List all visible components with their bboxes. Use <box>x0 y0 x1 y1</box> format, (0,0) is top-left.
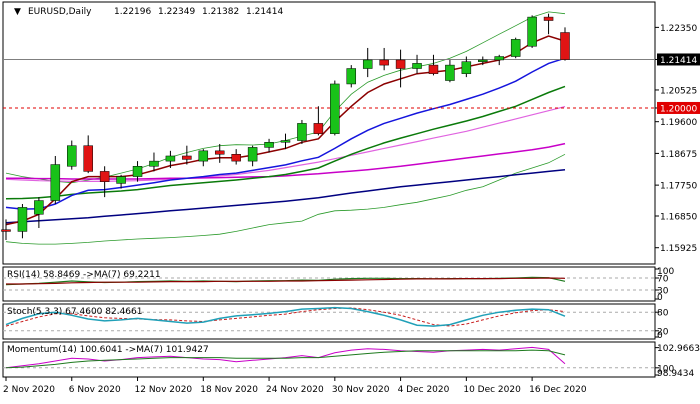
candle <box>347 65 356 87</box>
time-tick-label: 2 Nov 2020 <box>3 385 55 395</box>
price-tick-label: 1.21414 <box>660 56 697 66</box>
candle-body <box>511 39 520 56</box>
candle-body <box>34 201 43 215</box>
candle-body <box>166 156 175 161</box>
indicator-tick-label: 102.9663 <box>657 344 700 354</box>
candle-body <box>117 177 126 184</box>
candle-body <box>544 17 553 20</box>
indicator-tick-label: 80 <box>657 309 669 319</box>
candle-body <box>51 165 60 201</box>
chart-symbol-title: EURUSD,Daily <box>28 7 92 17</box>
candle-body <box>84 146 93 172</box>
candle-body <box>478 60 487 62</box>
indicator-tick-label: 0 <box>657 293 663 303</box>
ohlc-value: 1.22349 <box>158 7 195 17</box>
main-price-panel: ▼ EURUSD,Daily 1.22196 1.22349 1.21382 1.2141… <box>2 2 700 264</box>
rsi-label: RSI(14) 58.8469 ->MA(7) 69.2211 <box>7 270 161 280</box>
candle <box>330 81 339 136</box>
candle-body <box>100 171 109 181</box>
candle-body <box>396 60 405 69</box>
momentum-label: Momentum(14) 100.6041 ->MA(7) 101.9427 <box>7 345 209 355</box>
price-tick-label: 1.20525 <box>660 86 697 96</box>
time-tick-label: 6 Nov 2020 <box>69 385 121 395</box>
price-tick-label: 1.20000 <box>660 104 697 114</box>
price-tick-label: 1.18675 <box>660 150 697 160</box>
time-tick-label: 12 Nov 2020 <box>135 385 193 395</box>
candle-body <box>182 156 191 159</box>
time-tick-label: 30 Nov 2020 <box>332 385 390 395</box>
candle-body <box>462 62 471 74</box>
time-tick-label: 18 Nov 2020 <box>200 385 258 395</box>
indicator-tick-label: 0 <box>657 331 663 341</box>
stoch-label: Stoch(5,3,3) 67.4600 82.4661 <box>7 307 142 317</box>
candle-body <box>314 123 323 133</box>
candle-body <box>149 161 158 166</box>
candle-body <box>561 33 570 60</box>
time-tick-label: 16 Dec 2020 <box>529 385 587 395</box>
candle-body <box>429 65 438 74</box>
price-tick-label: 1.22350 <box>660 24 697 34</box>
candle-body <box>133 166 142 176</box>
candle-body <box>248 147 257 161</box>
time-tick-label: 10 Dec 2020 <box>463 385 521 395</box>
candle-body <box>413 63 422 68</box>
price-tick-label: 1.16850 <box>660 212 697 222</box>
candle <box>528 15 537 48</box>
candle-body <box>281 141 290 143</box>
main-panel-frame <box>3 2 655 264</box>
price-tick-label: 1.17750 <box>660 182 697 192</box>
time-tick-label: 24 Nov 2020 <box>266 385 324 395</box>
price-tick-label: 1.19600 <box>660 118 697 128</box>
candle-body <box>232 154 241 161</box>
candle-body <box>380 60 389 65</box>
candle-body <box>18 207 27 231</box>
candle <box>297 120 306 144</box>
candle-body <box>330 84 339 134</box>
ohlc-value: 1.22196 <box>114 7 151 17</box>
indicator-tick-label: 98.9434 <box>657 369 694 379</box>
candle-body <box>215 151 224 154</box>
collapse-arrow-icon: ▼ <box>14 7 21 17</box>
candle-body <box>199 151 208 161</box>
time-tick-label: 4 Dec 2020 <box>398 385 450 395</box>
candle-body <box>495 57 504 60</box>
ohlc-value: 1.21414 <box>246 7 283 17</box>
candle-body <box>67 146 76 167</box>
candle-body <box>528 17 537 46</box>
candle <box>561 27 570 60</box>
price-tick-label: 1.15925 <box>660 244 697 254</box>
candle-body <box>2 230 11 232</box>
candle-body <box>265 142 274 147</box>
time-axis: 2 Nov 2020 6 Nov 2020 12 Nov 2020 18 Nov 20… <box>3 377 587 395</box>
ohlc-value: 1.21382 <box>202 7 239 17</box>
momentum-panel: Momentum(14) 100.6041 ->MA(7) 101.9427 10… <box>3 342 700 379</box>
candle <box>511 38 520 59</box>
candle-body <box>445 65 454 80</box>
candle-body <box>347 69 356 84</box>
candle-body <box>363 60 372 69</box>
candle-body <box>297 123 306 140</box>
indicator-tick-label: 70 <box>657 275 669 285</box>
